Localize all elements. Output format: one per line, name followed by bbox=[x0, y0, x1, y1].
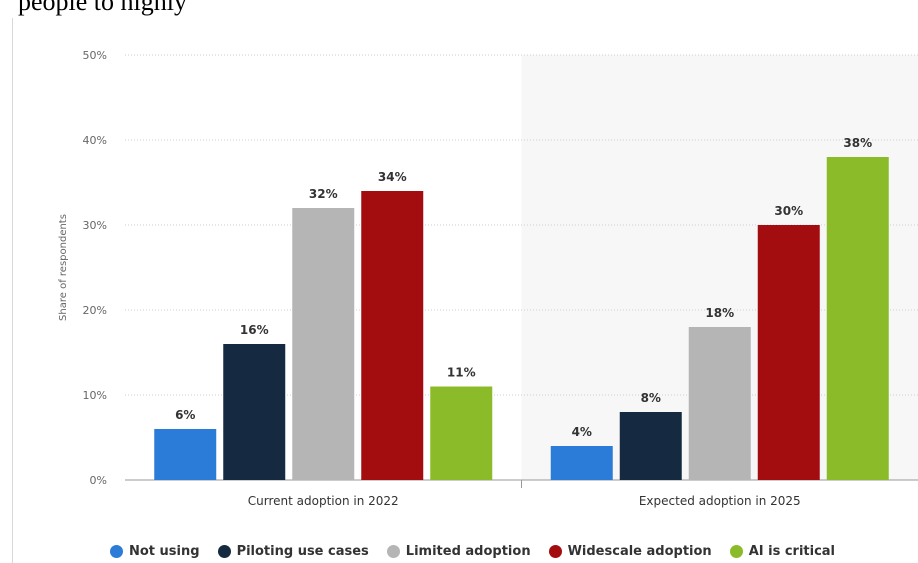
y-axis-label: Share of respondents bbox=[58, 214, 69, 321]
legend-item[interactable]: Not using bbox=[110, 544, 200, 559]
x-category-label: Expected adoption in 2025 bbox=[639, 494, 801, 508]
bar bbox=[826, 157, 889, 480]
legend-item[interactable]: Piloting use cases bbox=[217, 543, 369, 559]
bar-value-label: 34% bbox=[378, 170, 407, 184]
y-axis-ticks: 0% 10% 20% 30% 40% 50% bbox=[83, 49, 107, 487]
legend-swatch bbox=[548, 544, 562, 558]
bars: 6% 16% 32% 34% 11% 4% 8% 18% 30% 38% bbox=[154, 136, 889, 480]
y-tick-label: 0% bbox=[90, 474, 107, 487]
bar bbox=[619, 412, 682, 480]
bar-value-label: 18% bbox=[705, 306, 734, 320]
bar-value-label: 30% bbox=[774, 204, 803, 218]
bar-value-label: 6% bbox=[175, 408, 195, 422]
bar-value-label: 16% bbox=[240, 323, 269, 337]
bar-value-label: 8% bbox=[641, 391, 661, 405]
bar-value-label: 4% bbox=[572, 425, 592, 439]
y-tick-label: 30% bbox=[83, 219, 107, 232]
bar bbox=[688, 327, 751, 480]
y-tick-label: 10% bbox=[83, 389, 107, 402]
bar bbox=[361, 191, 424, 480]
bar-chart: 0% 10% 20% 30% 40% 50% Share of respondents 6… bbox=[58, 49, 918, 508]
legend-swatch bbox=[386, 544, 400, 558]
bar bbox=[223, 344, 286, 480]
legend-item[interactable]: AI is critical bbox=[729, 543, 836, 559]
legend-item[interactable]: Limited adoption bbox=[386, 543, 531, 559]
legend: Not using Piloting use cases Limited adopt… bbox=[110, 540, 835, 562]
legend-swatch bbox=[217, 544, 231, 558]
bar-value-label: 38% bbox=[843, 136, 872, 150]
bar-value-label: 32% bbox=[309, 187, 338, 201]
x-category-label: Current adoption in 2022 bbox=[248, 494, 399, 508]
left-border bbox=[12, 18, 13, 563]
y-tick-label: 40% bbox=[83, 134, 107, 147]
bar bbox=[757, 225, 820, 480]
y-tick-label: 50% bbox=[83, 49, 107, 62]
bar bbox=[430, 386, 493, 480]
bar-value-label: 11% bbox=[447, 366, 476, 380]
bar bbox=[292, 208, 355, 480]
x-axis-categories: Current adoption in 2022 Expected adoptio… bbox=[248, 494, 801, 508]
legend-item[interactable]: Widescale adoption bbox=[548, 543, 712, 559]
legend-label: Limited adoption bbox=[405, 543, 531, 559]
cropped-header-text: people to highly bbox=[0, 0, 918, 16]
legend-label: Not using bbox=[129, 543, 200, 559]
bar bbox=[550, 446, 613, 480]
y-tick-label: 20% bbox=[83, 304, 107, 317]
legend-label: AI is critical bbox=[748, 543, 836, 559]
legend-label: Piloting use cases bbox=[236, 543, 369, 559]
page-text: people to highly bbox=[18, 0, 187, 16]
bar bbox=[154, 429, 217, 480]
legend-label: Widescale adoption bbox=[567, 543, 712, 559]
legend-swatch bbox=[110, 544, 123, 558]
legend-swatch bbox=[729, 544, 743, 558]
